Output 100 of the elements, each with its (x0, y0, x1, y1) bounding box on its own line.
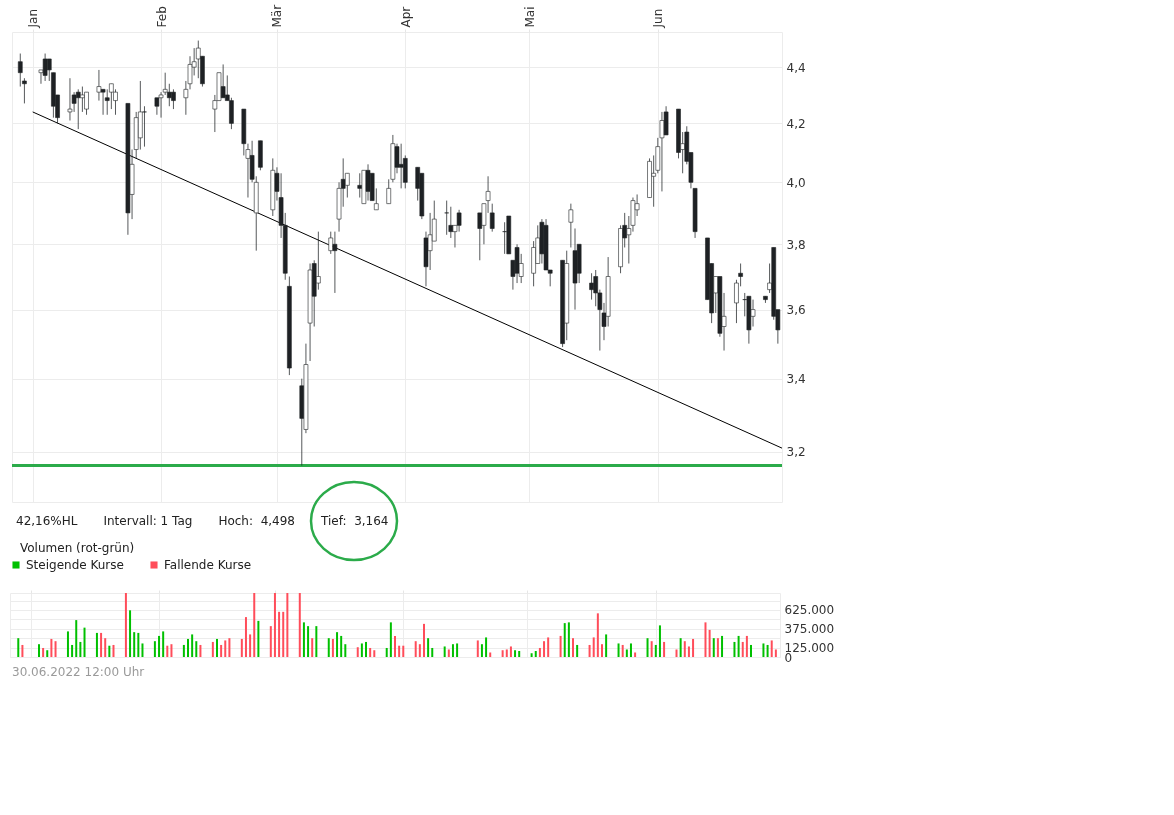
bar (373, 650, 376, 657)
bar (315, 626, 318, 657)
bar (278, 611, 281, 657)
x-tick-label: Jun (651, 8, 666, 29)
bar (617, 643, 620, 657)
bar (414, 641, 417, 657)
bar (394, 635, 396, 657)
bar (71, 644, 74, 657)
bar (650, 641, 653, 657)
bar (311, 638, 314, 657)
bar (721, 635, 724, 657)
y-tick-label: 4,0 (786, 175, 806, 190)
bar (385, 647, 388, 657)
bar (137, 632, 140, 657)
bar (489, 652, 492, 657)
bar (153, 641, 156, 657)
chart-title: Volumen (rot-grün) (20, 541, 135, 555)
bar (133, 632, 136, 657)
bar (108, 645, 111, 657)
bar (170, 644, 173, 657)
bar (158, 635, 161, 657)
bar (654, 644, 657, 657)
bar (46, 650, 49, 657)
bar (563, 623, 566, 657)
y-tick-label: 4,4 (786, 60, 806, 75)
bar (220, 644, 223, 657)
bar (485, 637, 488, 657)
bar (307, 626, 310, 657)
candlestick (42, 53, 48, 82)
bar (741, 641, 744, 657)
bar (733, 641, 736, 657)
bar (712, 638, 715, 657)
candlestick (17, 53, 23, 88)
bar (21, 644, 24, 657)
bar (588, 644, 591, 657)
bar (215, 638, 218, 657)
bar (83, 627, 86, 657)
bar (547, 637, 550, 657)
bar (456, 643, 459, 657)
candlestick (84, 91, 89, 116)
bar (509, 646, 512, 657)
x-tick-label: Mär (270, 4, 285, 28)
bar (369, 647, 372, 657)
bar (257, 620, 260, 657)
bar (141, 643, 144, 657)
bar (480, 644, 483, 657)
bar (692, 638, 695, 657)
bar (182, 644, 185, 657)
candlestick (456, 209, 462, 233)
bar (356, 647, 359, 657)
bar (538, 647, 541, 657)
x-tick-label: Mai (522, 6, 537, 28)
candlestick (96, 69, 102, 102)
bar (431, 647, 434, 657)
bar (240, 638, 243, 657)
bar (228, 638, 231, 657)
candlestick (142, 105, 147, 148)
bar (679, 638, 682, 657)
bar (389, 622, 392, 657)
candlestick (750, 299, 756, 327)
bar (104, 638, 107, 657)
bar (54, 641, 57, 657)
bar (745, 635, 748, 657)
bar (443, 646, 446, 657)
bar (360, 643, 363, 657)
candlestick (332, 231, 338, 294)
bar (770, 640, 773, 657)
y-tick-label: 3,6 (786, 303, 806, 318)
text: 30.06.2022 12:00 Uhr (11, 665, 146, 679)
bar (534, 650, 537, 657)
candlestick (100, 88, 106, 116)
bar (50, 638, 53, 657)
bar (327, 638, 330, 657)
bar (302, 622, 305, 657)
candlestick (444, 200, 450, 236)
legend-label: Steigende Kurse (26, 558, 124, 572)
bar (340, 635, 343, 657)
x-tick-label: Feb (154, 6, 169, 28)
bar (422, 623, 425, 657)
bar (282, 611, 285, 657)
bar (269, 626, 272, 657)
bar (298, 593, 301, 657)
bar (572, 638, 575, 657)
bar (530, 653, 533, 657)
y-tick-label: 4,2 (786, 116, 806, 131)
bar (100, 632, 103, 657)
bar (621, 644, 624, 657)
bar (37, 644, 40, 657)
text: Hoch: 4,498 (218, 514, 295, 528)
bar (166, 645, 169, 657)
y-tick-label: 375.000 (784, 622, 835, 637)
bar (559, 635, 562, 657)
candlestick (79, 86, 85, 113)
bar (344, 644, 347, 657)
bar (476, 640, 479, 657)
bar (716, 638, 719, 657)
bar (774, 649, 777, 657)
bar (195, 641, 198, 657)
y-tick-label: 3,8 (786, 237, 806, 252)
bar (737, 635, 740, 657)
